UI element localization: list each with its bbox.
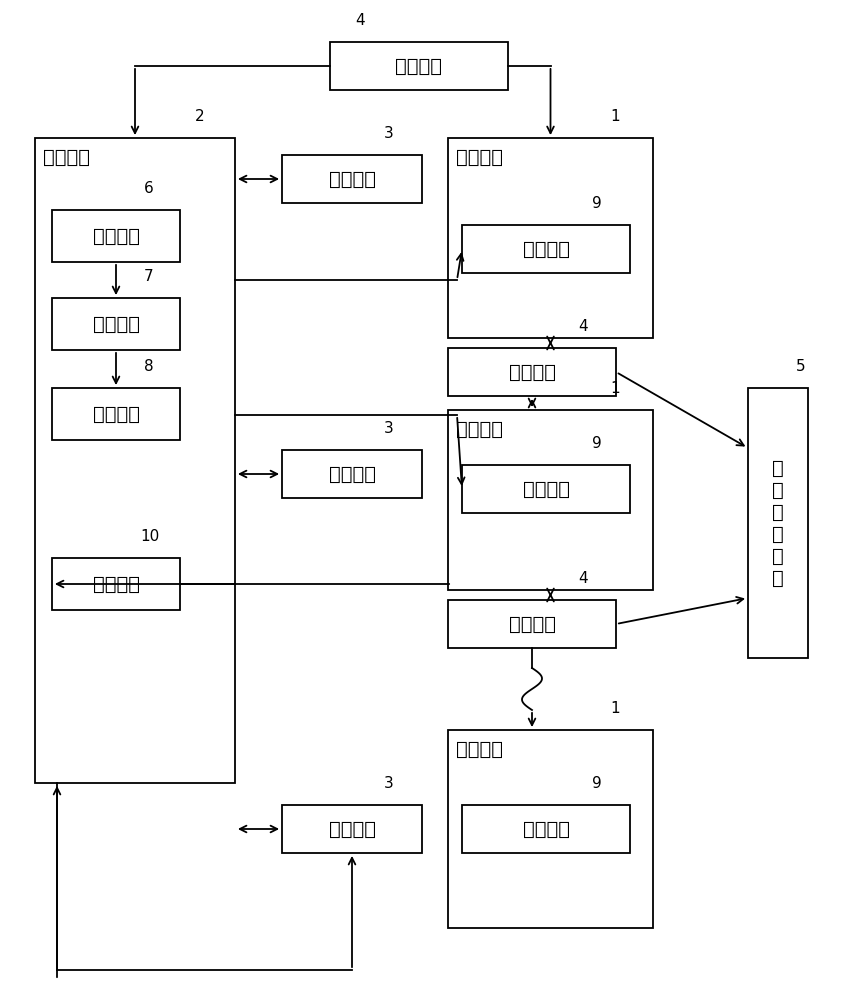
Bar: [448, 138, 653, 338]
Text: 8: 8: [144, 359, 154, 374]
Text: 5: 5: [796, 359, 806, 374]
Text: 接受模块: 接受模块: [523, 239, 570, 258]
Bar: [52, 388, 180, 440]
Text: 第二信道: 第二信道: [396, 56, 443, 76]
Text: 比较模块: 比较模块: [93, 227, 140, 245]
Text: 决策模块: 决策模块: [93, 314, 140, 334]
Text: 第一信道: 第一信道: [329, 464, 376, 484]
Bar: [330, 42, 508, 90]
Bar: [282, 805, 422, 853]
Text: 6: 6: [144, 181, 154, 196]
Text: 10: 10: [140, 529, 160, 544]
Text: 4: 4: [578, 571, 588, 586]
Text: 第一信道: 第一信道: [329, 820, 376, 838]
Text: 第二信道: 第二信道: [509, 362, 555, 381]
Text: 1: 1: [610, 109, 619, 124]
Text: 3: 3: [384, 776, 394, 791]
Bar: [748, 388, 808, 658]
Text: 9: 9: [592, 776, 601, 791]
Bar: [462, 465, 630, 513]
Text: 第
一
线
型
链
路: 第 一 线 型 链 路: [772, 458, 784, 587]
Text: 3: 3: [384, 421, 394, 436]
Text: 提示模块: 提示模块: [93, 574, 140, 593]
Text: 2: 2: [195, 109, 204, 124]
Bar: [448, 348, 616, 396]
Bar: [35, 138, 235, 783]
Text: 7: 7: [144, 269, 154, 284]
Bar: [462, 805, 630, 853]
Text: 1: 1: [610, 381, 619, 396]
Text: 4: 4: [578, 319, 588, 334]
Text: 9: 9: [592, 196, 601, 211]
Bar: [462, 225, 630, 273]
Text: 第一信道: 第一信道: [329, 169, 376, 188]
Text: 检测终端: 检测终端: [456, 740, 503, 759]
Text: 第二信道: 第二信道: [509, 614, 555, 634]
Bar: [448, 410, 653, 590]
Text: 4: 4: [355, 13, 365, 28]
Bar: [282, 450, 422, 498]
Bar: [52, 558, 180, 610]
Bar: [52, 210, 180, 262]
Text: 9: 9: [592, 436, 601, 451]
Text: 检测终端: 检测终端: [456, 148, 503, 167]
Bar: [282, 155, 422, 203]
Text: 接受模块: 接受模块: [523, 820, 570, 838]
Text: 测试模块: 测试模块: [93, 404, 140, 424]
Text: 管理后台: 管理后台: [43, 148, 90, 167]
Text: 3: 3: [384, 126, 394, 141]
Text: 接受模块: 接受模块: [523, 480, 570, 498]
Text: 1: 1: [610, 701, 619, 716]
Text: 检测终端: 检测终端: [456, 420, 503, 439]
Bar: [448, 730, 653, 928]
Bar: [52, 298, 180, 350]
Bar: [448, 600, 616, 648]
